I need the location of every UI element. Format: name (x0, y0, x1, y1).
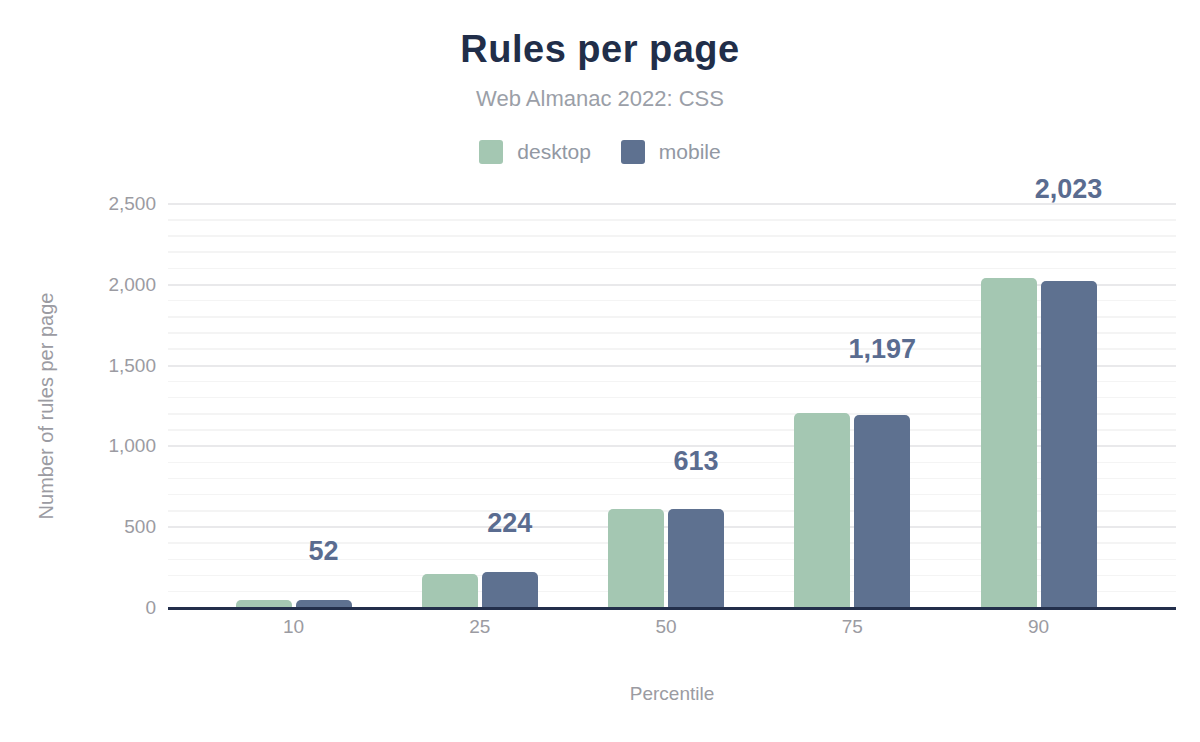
legend: desktop mobile (0, 140, 1200, 164)
bar-mobile (1041, 281, 1097, 608)
data-label: 613 (673, 445, 718, 476)
data-label: 52 (308, 535, 338, 566)
bar-mobile (854, 415, 910, 608)
data-label: 224 (487, 507, 532, 538)
x-axis-title: Percentile (630, 683, 715, 705)
y-axis-title: Number of rules per page (35, 293, 58, 520)
chart-subtitle: Web Almanac 2022: CSS (0, 86, 1200, 112)
x-axis-line (168, 607, 1176, 610)
chart: Rules per page Web Almanac 2022: CSS des… (0, 0, 1200, 742)
legend-label: mobile (659, 140, 721, 164)
gridline-minor (168, 268, 1176, 270)
chart-title: Rules per page (0, 28, 1200, 71)
legend-item-mobile: mobile (621, 140, 721, 164)
data-label: 1,197 (848, 333, 916, 364)
data-label: 2,023 (1035, 174, 1103, 205)
legend-label: desktop (517, 140, 591, 164)
gridline-major (168, 203, 1176, 205)
y-tick-label: 2,500 (36, 191, 156, 217)
bar-desktop (608, 509, 664, 608)
legend-swatch-mobile (621, 140, 645, 164)
gridline-minor (168, 219, 1176, 221)
gridline-minor (168, 235, 1176, 237)
bar-desktop (422, 574, 478, 608)
bar-mobile (482, 572, 538, 608)
x-tick-label: 75 (842, 614, 863, 640)
x-tick-label: 10 (283, 614, 304, 640)
x-tick-label: 50 (655, 614, 676, 640)
bar-desktop (981, 278, 1037, 608)
x-tick-label: 25 (469, 614, 490, 640)
legend-swatch-desktop (479, 140, 503, 164)
bar-mobile (668, 509, 724, 608)
legend-item-desktop: desktop (479, 140, 591, 164)
y-tick-label: 0 (36, 595, 156, 621)
x-tick-label: 90 (1028, 614, 1049, 640)
gridline-minor (168, 251, 1176, 253)
bar-desktop (794, 413, 850, 608)
